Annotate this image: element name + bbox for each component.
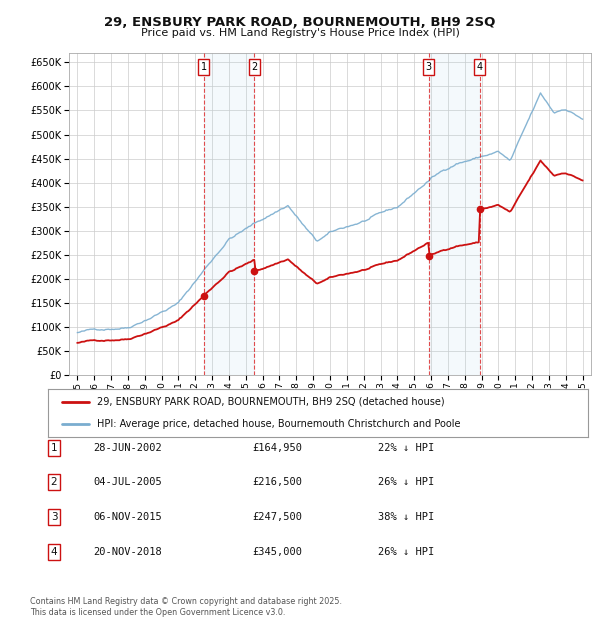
Text: 26% ↓ HPI: 26% ↓ HPI [378,477,434,487]
Text: 22% ↓ HPI: 22% ↓ HPI [378,443,434,453]
Text: 26% ↓ HPI: 26% ↓ HPI [378,547,434,557]
Text: 2: 2 [50,477,58,487]
Text: 3: 3 [425,62,431,72]
Text: 20-NOV-2018: 20-NOV-2018 [93,547,162,557]
Text: 06-NOV-2015: 06-NOV-2015 [93,512,162,522]
Text: 29, ENSBURY PARK ROAD, BOURNEMOUTH, BH9 2SQ (detached house): 29, ENSBURY PARK ROAD, BOURNEMOUTH, BH9 … [97,397,444,407]
Text: 4: 4 [50,547,58,557]
Text: Price paid vs. HM Land Registry's House Price Index (HPI): Price paid vs. HM Land Registry's House … [140,28,460,38]
Text: 2: 2 [251,62,257,72]
Text: £345,000: £345,000 [252,547,302,557]
Bar [203,53,254,375]
Text: Contains HM Land Registry data © Crown copyright and database right 2025.
This d: Contains HM Land Registry data © Crown c… [30,598,342,617]
Text: £216,500: £216,500 [252,477,302,487]
Text: 38% ↓ HPI: 38% ↓ HPI [378,512,434,522]
Text: HPI: Average price, detached house, Bournemouth Christchurch and Poole: HPI: Average price, detached house, Bour… [97,419,460,429]
Text: £247,500: £247,500 [252,512,302,522]
Text: 4: 4 [476,62,482,72]
Text: 1: 1 [200,62,206,72]
Text: 3: 3 [50,512,58,522]
Text: 28-JUN-2002: 28-JUN-2002 [93,443,162,453]
Text: 29, ENSBURY PARK ROAD, BOURNEMOUTH, BH9 2SQ: 29, ENSBURY PARK ROAD, BOURNEMOUTH, BH9 … [104,16,496,29]
Text: 04-JUL-2005: 04-JUL-2005 [93,477,162,487]
Text: 1: 1 [50,443,58,453]
Text: £164,950: £164,950 [252,443,302,453]
Bar [428,53,479,375]
